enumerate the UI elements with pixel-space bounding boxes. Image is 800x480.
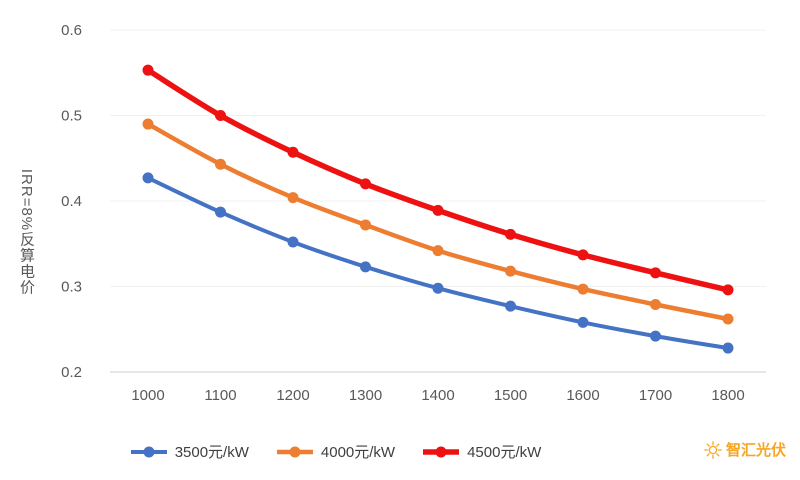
data-point-marker — [287, 236, 299, 248]
data-point-marker — [722, 313, 734, 325]
data-point-marker — [722, 284, 734, 296]
series-line — [145, 67, 731, 293]
legend-label: 3500元/kW — [174, 444, 249, 461]
data-point-marker — [142, 118, 154, 130]
legend-item: 3500元/kW — [129, 441, 249, 462]
data-point-marker — [142, 64, 154, 76]
data-point-marker — [360, 219, 371, 231]
legend-line-marker — [276, 446, 313, 457]
data-point-marker — [360, 261, 371, 273]
data-point-marker — [215, 206, 226, 218]
x-tick-label: 1500 — [494, 387, 527, 404]
x-tick-label: 1000 — [131, 387, 164, 404]
data-point-marker — [505, 265, 516, 277]
data-point-marker — [287, 146, 299, 158]
sun-icon — [704, 440, 722, 459]
data-point-marker — [577, 283, 589, 295]
y-tick-label: 0.3 — [61, 279, 82, 296]
data-point-marker — [432, 245, 444, 257]
x-tick-label: 1300 — [349, 387, 382, 404]
legend: 3500元/kW 4000元/kW 4500元/kW — [0, 441, 670, 462]
data-point-marker — [505, 300, 516, 312]
x-tick-label: 1800 — [711, 387, 744, 404]
y-tick-label: 0.2 — [61, 364, 82, 381]
y-tick-label: 0.6 — [61, 22, 82, 39]
data-point-marker — [142, 172, 154, 184]
data-point-marker — [577, 249, 589, 261]
legend-line-marker — [423, 446, 460, 457]
data-point-marker — [722, 342, 734, 354]
data-point-marker — [432, 282, 444, 294]
x-tick-label: 1600 — [566, 387, 599, 404]
x-tick-label: 1400 — [421, 387, 454, 404]
watermark: 智汇光伏 — [704, 439, 786, 460]
data-point-marker — [287, 192, 299, 204]
data-point-marker — [650, 298, 661, 310]
data-point-marker — [432, 204, 444, 216]
watermark-text: 智汇光伏 — [725, 442, 786, 459]
data-point-marker — [360, 178, 371, 190]
series-line — [146, 175, 730, 351]
legend-label: 4500元/kW — [467, 444, 542, 461]
x-tick-label: 1200 — [276, 387, 309, 404]
data-point-marker — [577, 316, 589, 328]
data-point-marker — [505, 228, 516, 240]
x-tick-label: 1700 — [639, 387, 672, 404]
data-point-marker — [215, 110, 226, 121]
y-tick-label: 0.5 — [61, 108, 82, 125]
legend-line-marker — [130, 446, 167, 457]
legend-label: 4000元/kW — [320, 444, 396, 461]
legend-item: 4500元/kW — [421, 441, 541, 462]
y-tick-label: 0.4 — [61, 193, 82, 210]
legend-item: 4000元/kW — [275, 441, 395, 462]
data-point-marker — [650, 330, 661, 342]
data-point-marker — [650, 267, 661, 279]
data-point-marker — [215, 158, 226, 170]
y-axis-title: IRR=8%反算电价 — [18, 168, 35, 296]
x-tick-label: 1100 — [204, 387, 236, 404]
